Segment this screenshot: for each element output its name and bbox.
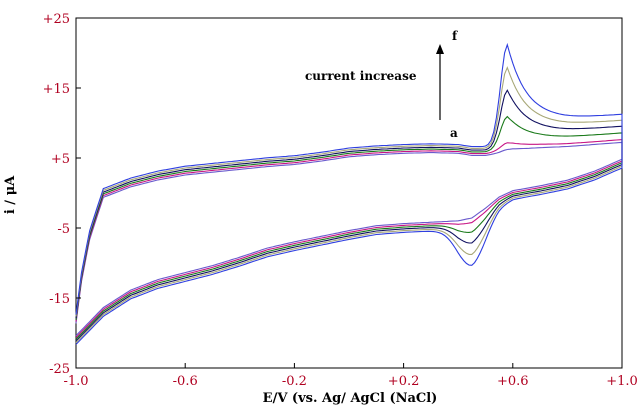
- axis-ticks: -1.0 -0.6 -0.2 +0.2 +0.6 +1.0 +25 +15 +5 -5 -15 -25: [43, 12, 638, 389]
- y-tick-label: +25: [43, 12, 70, 27]
- x-tick-label: +0.6: [497, 374, 529, 389]
- y-tick-label: +15: [43, 82, 70, 97]
- current-increase-label: current increase: [305, 69, 417, 83]
- y-tick-label: +5: [51, 152, 70, 167]
- x-tick-label: -1.0: [63, 374, 88, 389]
- voltammogram-curve-d: [75, 89, 623, 342]
- voltammogram-curve-e: [75, 66, 623, 343]
- y-tick-label: -25: [49, 362, 70, 377]
- voltammogram-curve-f: [75, 42, 623, 345]
- plot-frame: [75, 17, 623, 369]
- current-increase-arrowhead: [436, 44, 444, 54]
- plot-border: [75, 17, 623, 369]
- y-tick-label: -5: [57, 222, 70, 237]
- x-tick-label: +1.0: [606, 374, 638, 389]
- x-tick-label: -0.6: [173, 374, 198, 389]
- y-axis-title: i / μA: [3, 175, 18, 214]
- x-tick-label: +0.2: [388, 374, 420, 389]
- curve-label-a: a: [450, 126, 458, 140]
- x-axis-title: E/V (vs. Ag/ AgCl (NaCl): [263, 391, 438, 406]
- voltammogram-curve-b: [75, 139, 623, 338]
- curve-label-f: f: [452, 29, 458, 43]
- voltammogram-curves: [75, 42, 623, 345]
- y-tick-label: -15: [49, 292, 70, 307]
- x-tick-label: -0.2: [282, 374, 307, 389]
